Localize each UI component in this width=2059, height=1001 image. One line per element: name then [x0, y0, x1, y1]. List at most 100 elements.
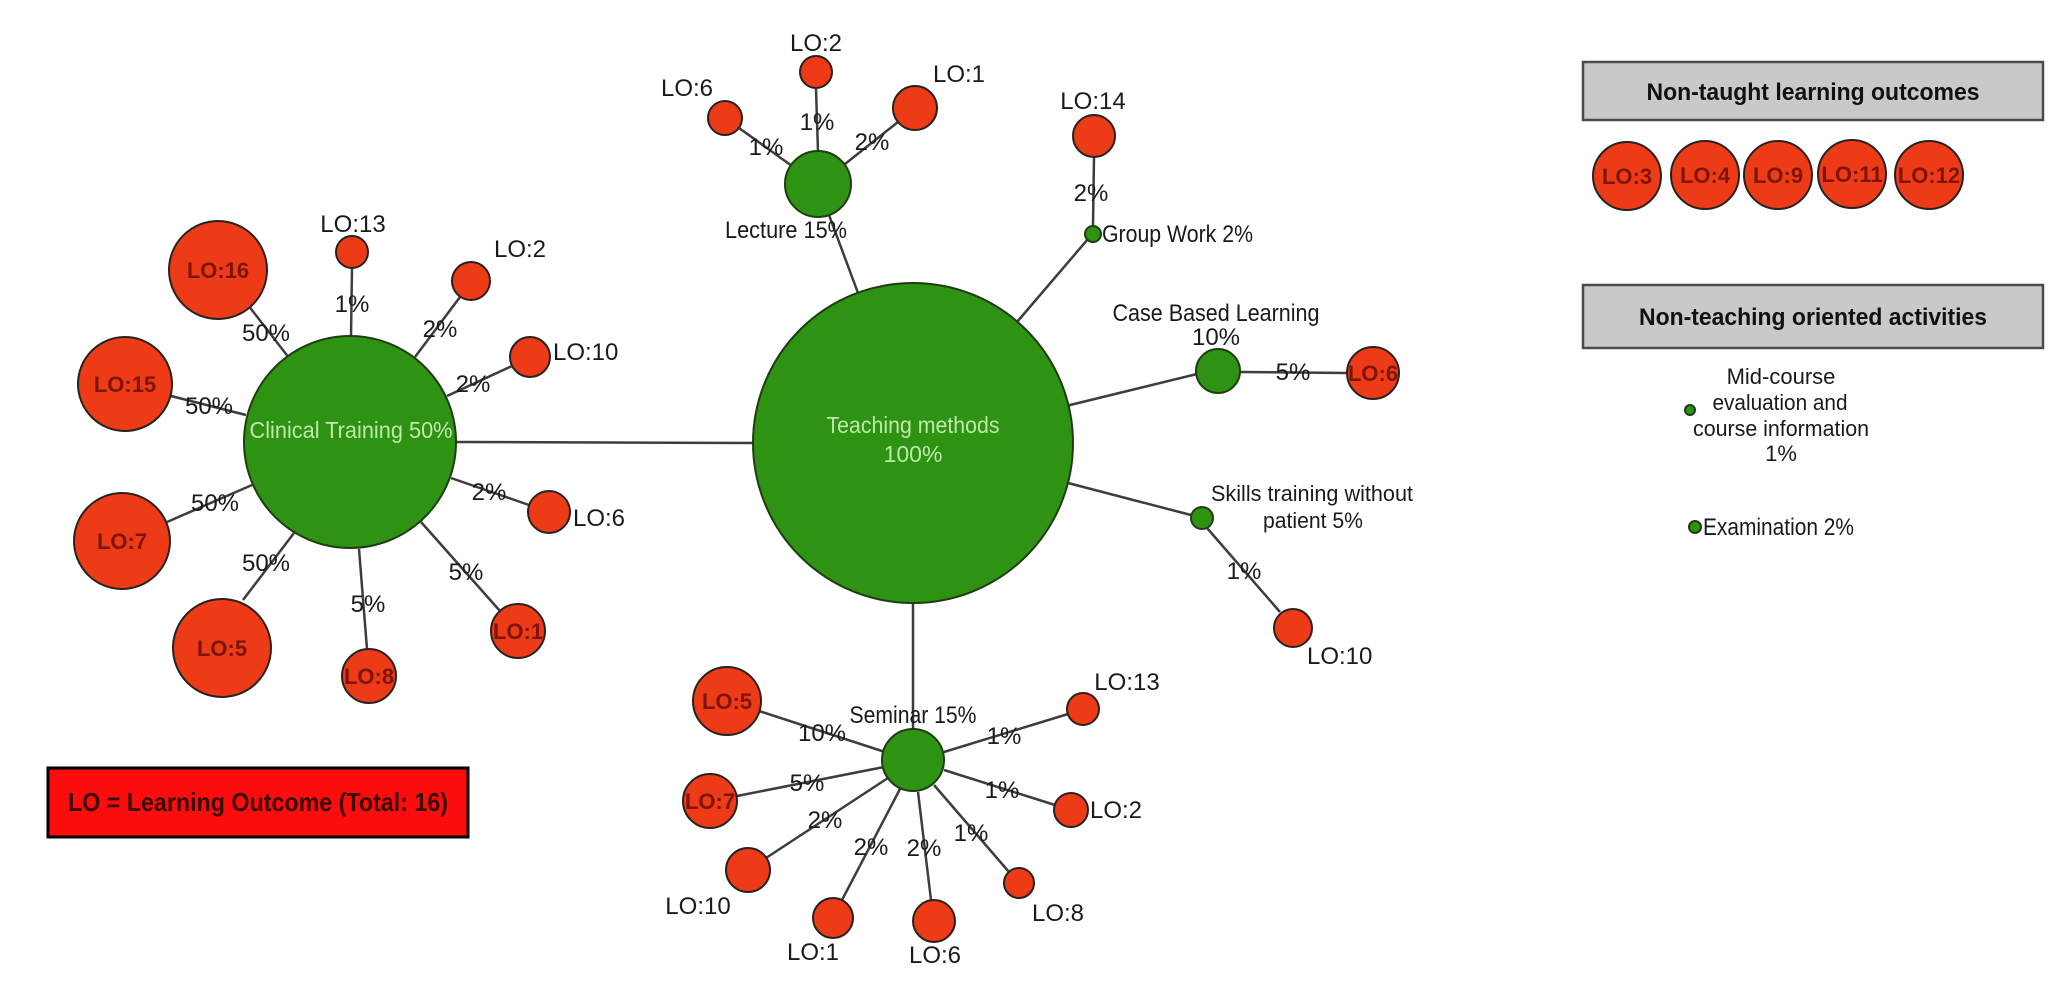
clinical-lo7-circle: [73, 492, 171, 590]
clinical-lo6-name: LO:6: [573, 505, 625, 532]
clinical-lo15-pct: 50%: [185, 393, 233, 420]
seminar-lo10-name: LO:10: [665, 893, 730, 920]
clinical-lo8-pct: 5%: [351, 591, 386, 618]
edge-groupwork-lo14: [1091, 156, 1096, 228]
clinical-lo2-pct: 2%: [423, 316, 458, 343]
clinical-lo7-label: LO:7: [97, 529, 147, 554]
edge-clinical-lo7: [166, 483, 253, 524]
edge-seminar-lo2: [943, 768, 1056, 807]
clinical-lo8-label: LO:8: [344, 664, 394, 689]
clinical-lo10-pct: 2%: [456, 371, 491, 398]
clinical-lo15-circle: [77, 336, 173, 432]
edge-groupwork-central: [1016, 238, 1089, 323]
edge-skills-central: [1067, 481, 1192, 517]
edge-clinical-lo1: [420, 521, 501, 612]
edge-casebased-central: [1065, 372, 1198, 408]
clinical-lo15-label: LO:15: [94, 372, 156, 397]
clinical-lo10-circle: [509, 336, 551, 378]
lecture-lo2-name: LO:2: [790, 30, 842, 57]
seminar-lo8-pct: 1%: [954, 820, 989, 847]
clinical-lo7-pct: 50%: [191, 490, 239, 517]
groupwork-lo14-circle: [1072, 114, 1116, 158]
casebased-lo6-pct: 5%: [1276, 359, 1311, 386]
non-taught-lo3-label: LO:3: [1602, 164, 1652, 189]
clinical-lo5-label: LO:5: [197, 636, 247, 661]
edge-clinical-lo16: [247, 304, 294, 364]
lecture-lo2-pct: 1%: [800, 109, 835, 136]
clinical-lo2-name: LO:2: [494, 236, 546, 263]
skills-node-label-line2: patient 5%: [1263, 508, 1363, 533]
non-taught-lo3-circle: [1592, 141, 1662, 211]
mid-course-dot: [1684, 404, 1696, 416]
edge-casebased-lo6: [1239, 370, 1348, 375]
seminar-lo8-name: LO:8: [1032, 900, 1084, 927]
seminar-lo7-label: LO:7: [685, 789, 735, 814]
clinical-lo1-label: LO:1: [493, 619, 543, 644]
seminar-lo6-name: LO:6: [909, 942, 961, 969]
seminar-lo5-pct: 10%: [798, 720, 846, 747]
edge-lecture-central: [827, 214, 860, 294]
non-taught-lo9-label: LO:9: [1753, 163, 1803, 188]
edge-lecture-lo6: [738, 126, 793, 168]
seminar-lo10-pct: 2%: [808, 807, 843, 834]
lecture-node-circle: [784, 150, 852, 218]
clinical-node-circle: [243, 335, 457, 549]
groupwork-lo14-pct: 2%: [1074, 180, 1109, 207]
seminar-lo7-pct: 5%: [790, 770, 825, 797]
clinical-lo6-pct: 2%: [472, 479, 507, 506]
clinical-lo10-name: LO:10: [553, 339, 618, 366]
central-node-label-line2: 100%: [884, 441, 943, 467]
examination-text: Examination 2%: [1703, 514, 1854, 541]
seminar-lo13-circle: [1066, 692, 1100, 726]
skills-lo10-name: LO:10: [1307, 643, 1372, 670]
casebased-node-circle: [1195, 348, 1241, 394]
edge-clinical-lo6: [450, 476, 530, 507]
seminar-lo5-circle: [692, 666, 762, 736]
seminar-lo13-name: LO:13: [1094, 669, 1159, 696]
clinical-node-label: Clinical Training 50%: [250, 417, 453, 443]
central-node-label-line1: Teaching methods: [827, 412, 1000, 438]
seminar-lo6-circle: [912, 899, 956, 943]
seminar-lo5-label: LO:5: [702, 689, 752, 714]
casebased-lo6-label: LO:6: [1348, 361, 1398, 386]
non-teaching-header-text: Non-teaching oriented activities: [1639, 304, 1987, 331]
seminar-node-label: Seminar 15%: [850, 702, 977, 729]
non-taught-lo12-circle: [1894, 140, 1964, 210]
lecture-lo2-circle: [799, 55, 833, 89]
clinical-lo6-circle: [527, 490, 571, 534]
lecture-lo1-name: LO:1: [933, 61, 985, 88]
clinical-lo13-name: LO:13: [320, 211, 385, 238]
edge-clinical-lo8: [357, 548, 369, 650]
clinical-lo8-circle: [341, 648, 397, 704]
skills-lo10-circle: [1273, 608, 1313, 648]
lecture-node-label: Lecture 15%: [725, 217, 847, 244]
seminar-lo10-circle: [725, 847, 771, 893]
non-teaching-header-box: [1581, 283, 2045, 350]
skills-node-label-line1: Skills training without: [1211, 481, 1413, 506]
groupwork-lo14-name: LO:14: [1060, 88, 1125, 115]
clinical-lo16-label: LO:16: [187, 258, 249, 283]
non-taught-lo11-circle: [1817, 139, 1887, 209]
edge-lecture-lo1: [844, 121, 899, 165]
mid-course-line2: evaluation and: [1713, 390, 1848, 415]
clinical-lo2-circle: [451, 261, 491, 301]
edge-clinical-central: [456, 440, 754, 445]
seminar-lo8-circle: [1003, 867, 1035, 899]
edge-seminar-lo6: [916, 791, 933, 901]
mid-course-line1: Mid-course: [1727, 364, 1836, 389]
seminar-lo2-name: LO:2: [1090, 797, 1142, 824]
seminar-lo7-circle: [682, 773, 738, 829]
clinical-lo5-pct: 50%: [242, 550, 290, 577]
non-teaching-panel: Non-teaching oriented activities Mid-cou…: [1581, 283, 2045, 541]
central-node-circle: [752, 282, 1074, 604]
edge-lecture-lo2: [814, 88, 820, 153]
clinical-lo1-pct: 5%: [449, 559, 484, 586]
legend-text: LO = Learning Outcome (Total: 16): [68, 787, 448, 817]
non-taught-lo9-circle: [1743, 140, 1813, 210]
edge-skills-lo10: [1206, 527, 1281, 613]
non-taught-lo11-label: LO:11: [1821, 162, 1882, 187]
lecture-lo6-circle: [707, 100, 743, 136]
seminar-lo1-circle: [812, 897, 854, 939]
